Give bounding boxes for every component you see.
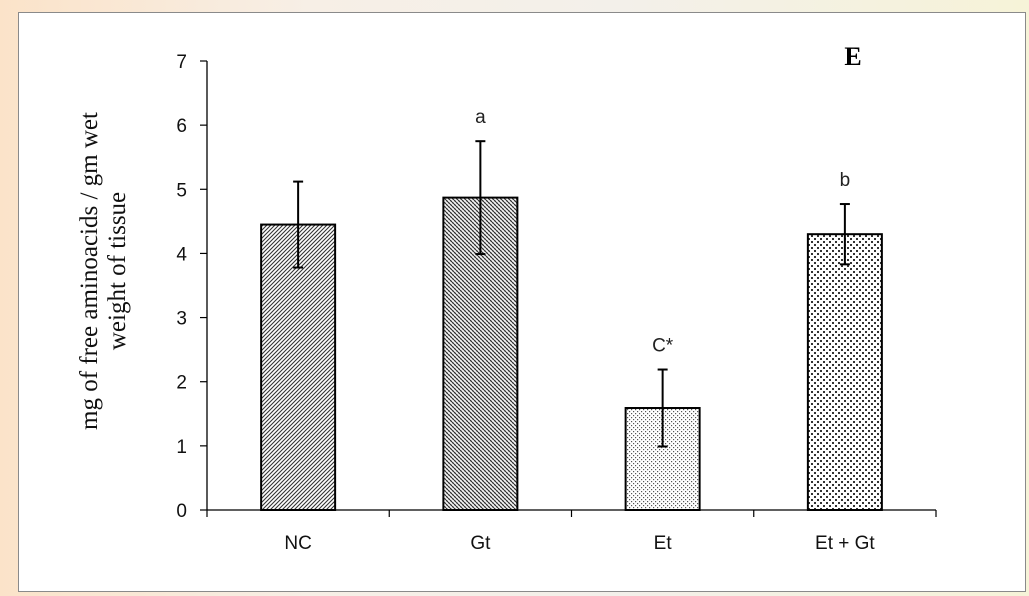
y-tick-label: 7 bbox=[176, 52, 187, 73]
x-tick-label: Et + Gt bbox=[815, 533, 875, 554]
y-axis-label-line2: weight of tissue bbox=[104, 192, 131, 350]
x-tick-label: Et bbox=[654, 533, 673, 554]
x-tick-label: Gt bbox=[470, 533, 491, 554]
axes bbox=[206, 61, 937, 517]
bar-nc bbox=[260, 223, 337, 511]
significance-label: b bbox=[840, 170, 851, 191]
y-axis-label-line1: mg of free aminoacids / gm wet bbox=[76, 112, 103, 430]
bar-et-gt bbox=[806, 233, 883, 512]
bar-chart: mg of free aminoacids / gm wet weight of… bbox=[76, 42, 937, 554]
x-tick-label: NC bbox=[284, 533, 311, 554]
significance-label: a bbox=[475, 107, 486, 128]
y-tick-label: 4 bbox=[176, 244, 187, 265]
bars: NC a Gt C* Et b Et + Gt bbox=[260, 107, 883, 554]
y-tick-label: 1 bbox=[176, 437, 187, 458]
panel-label: E bbox=[844, 42, 861, 71]
y-tick-label: 0 bbox=[176, 501, 187, 522]
y-ticks: 0 1 2 3 4 5 6 7 bbox=[176, 52, 207, 522]
chart-frame: mg of free aminoacids / gm wet weight of… bbox=[18, 12, 1026, 592]
y-tick-label: 3 bbox=[176, 309, 187, 330]
y-tick-label: 2 bbox=[176, 373, 187, 394]
y-tick-label: 6 bbox=[176, 116, 187, 137]
significance-label: C* bbox=[652, 336, 674, 357]
y-tick-label: 5 bbox=[176, 180, 187, 201]
